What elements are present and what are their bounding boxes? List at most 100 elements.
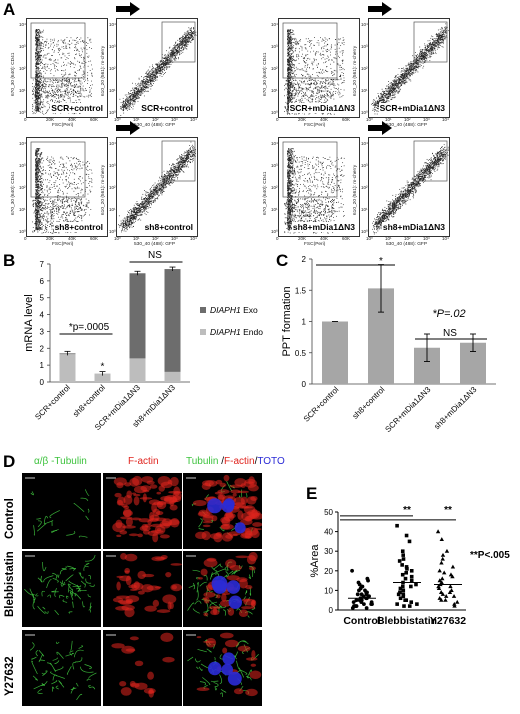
column-header: Tubulin /F-actin/TOTO bbox=[186, 456, 285, 467]
column-header-part: α/β -Tubulin bbox=[34, 456, 87, 467]
scatter-dots bbox=[30, 141, 93, 234]
x-tick-label: 60K bbox=[90, 236, 99, 241]
category-label: Control bbox=[343, 615, 380, 627]
micrograph-image bbox=[186, 632, 262, 697]
y-tick-label: 10⁰ bbox=[361, 229, 368, 234]
y-tick-label: 50 bbox=[324, 508, 333, 517]
y-axis-title: 670_30 (640): CD41 bbox=[263, 52, 268, 96]
scatter-dots bbox=[372, 140, 449, 235]
y-tick-label: 10³ bbox=[361, 163, 368, 168]
y-axis-title: 670_30 (640): CD41 bbox=[11, 52, 16, 96]
p-value-annotation: *P=.02 bbox=[432, 308, 465, 320]
y-tick-label: 10⁴ bbox=[109, 22, 116, 27]
y-tick-label: 10³ bbox=[109, 163, 116, 168]
data-point bbox=[400, 549, 405, 553]
data-point bbox=[350, 606, 355, 610]
y-tick-label: 10⁰ bbox=[19, 229, 26, 234]
panel-letter-e: E bbox=[306, 484, 318, 503]
panel-letter-d: D bbox=[3, 452, 16, 471]
y-tick-label: 0.5 bbox=[295, 349, 307, 358]
y-tick-label: 10⁰ bbox=[19, 110, 26, 115]
data-point bbox=[450, 574, 455, 579]
bar-endo bbox=[129, 358, 146, 382]
y-tick-label: 10¹ bbox=[109, 88, 116, 93]
data-point bbox=[350, 568, 354, 573]
column-header-part: / bbox=[221, 456, 224, 467]
data-point bbox=[440, 556, 445, 561]
micrograph bbox=[22, 630, 101, 706]
data-point bbox=[443, 593, 449, 598]
micrograph-image bbox=[106, 632, 175, 698]
condition-label: SCR+mDia1ΔN3 bbox=[378, 103, 446, 113]
data-point bbox=[440, 552, 446, 557]
data-point bbox=[414, 582, 418, 587]
data-point bbox=[357, 588, 361, 593]
data-point bbox=[407, 539, 412, 544]
data-point bbox=[447, 590, 453, 594]
data-point bbox=[366, 578, 370, 583]
bar-endo bbox=[164, 371, 181, 382]
y-tick-label: 1 bbox=[302, 318, 307, 327]
legend-swatch bbox=[200, 307, 206, 313]
data-point bbox=[401, 594, 406, 599]
data-point bbox=[398, 590, 402, 595]
category-label: SCR+control bbox=[33, 383, 72, 422]
condition-label: SCR+control bbox=[50, 103, 104, 113]
p-value-annotation: **P<.005 bbox=[470, 550, 510, 561]
data-point bbox=[355, 592, 360, 597]
micrograph bbox=[103, 473, 182, 549]
column-header: F-actin bbox=[128, 456, 159, 467]
y-tick-label: 10⁴ bbox=[109, 141, 116, 146]
category-label: SCR+control bbox=[302, 385, 341, 424]
fsc-cd41-plot: SCR+mDia1ΔN3 bbox=[278, 18, 360, 118]
arrow-icon bbox=[368, 2, 392, 16]
bar-exo bbox=[129, 273, 146, 359]
row-label: Control bbox=[4, 498, 16, 539]
data-point bbox=[402, 604, 406, 608]
x-tick-label: 10³ bbox=[423, 117, 430, 122]
column-header-part: Tubulin bbox=[186, 456, 222, 467]
fsc-cd41-plot: SCR+control bbox=[26, 18, 108, 118]
y-tick-label: 5 bbox=[40, 294, 45, 303]
column-header-part: TOTO bbox=[257, 456, 285, 467]
y-axis-title: PPT formation bbox=[281, 286, 293, 356]
data-point bbox=[409, 584, 413, 589]
data-point bbox=[440, 576, 445, 581]
y-tick-label: 10⁴ bbox=[19, 141, 26, 146]
data-point bbox=[401, 588, 406, 593]
data-point bbox=[415, 602, 419, 606]
x-axis-title: FSC(Peri) bbox=[304, 242, 326, 247]
data-point bbox=[409, 569, 414, 573]
x-tick-label: 10³ bbox=[171, 236, 178, 241]
condition-label: sh8+mDia1ΔN3 bbox=[381, 222, 446, 232]
x-tick-label: 40K bbox=[68, 117, 77, 122]
y-tick-label: 10⁰ bbox=[361, 110, 368, 115]
category-label: Y27632 bbox=[430, 615, 466, 627]
scatter-dots bbox=[282, 22, 345, 115]
x-tick-label: 10² bbox=[152, 117, 159, 122]
legend-label: DIAPH1 Exo bbox=[210, 305, 258, 315]
significance-star: * bbox=[379, 256, 383, 267]
y-tick-label: 10³ bbox=[271, 163, 278, 168]
panel-letter-a: A bbox=[3, 0, 16, 19]
x-tick-label: 10⁴ bbox=[190, 117, 197, 122]
y-tick-label: 10⁴ bbox=[19, 22, 26, 27]
y-tick-label: 10² bbox=[271, 66, 278, 71]
arrow-icon bbox=[116, 121, 140, 135]
y-tick-label: 10⁴ bbox=[271, 22, 278, 27]
x-axis-title: 530_40 (488): GFP bbox=[386, 242, 428, 247]
y-tick-label: 10¹ bbox=[109, 207, 116, 212]
data-point bbox=[448, 584, 453, 589]
condition-label: SCR+mDia1ΔN3 bbox=[288, 103, 356, 113]
category-label: sh8+control bbox=[351, 385, 387, 421]
y-tick-label: 7 bbox=[40, 260, 45, 269]
x-tick-label: 10² bbox=[152, 236, 159, 241]
y-tick-label: 10⁴ bbox=[361, 22, 368, 27]
x-tick-label: 10⁴ bbox=[442, 236, 449, 241]
x-axis-title: 530_40 (488): GFP bbox=[134, 242, 176, 247]
y-tick-label: 10² bbox=[361, 185, 368, 190]
x-tick-label: 10¹ bbox=[133, 117, 140, 122]
panel-letter-b: B bbox=[3, 251, 16, 270]
gfp-mcherry-plot: sh8+mDia1ΔN3 bbox=[368, 137, 450, 237]
x-tick-label: 40K bbox=[68, 236, 77, 241]
